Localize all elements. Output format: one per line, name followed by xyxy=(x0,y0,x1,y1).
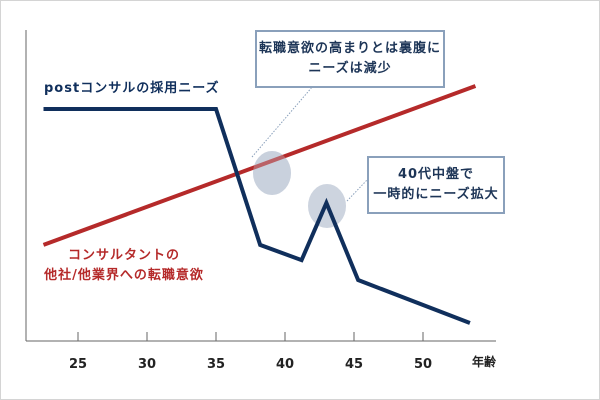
series-label-job-change-line1: コンサルタントの xyxy=(67,248,180,263)
highlight-circle xyxy=(253,151,291,195)
annotation-1-line1: 転職意欲の高まりとは裏腹に xyxy=(258,41,441,56)
annotation-2-line1: 40代中盤で xyxy=(397,167,475,182)
series-label-job-change: コンサルタントの 他社/他業界への転職意欲 xyxy=(44,246,204,286)
leader-line xyxy=(346,179,368,202)
x-axis-label: 年齢 xyxy=(472,354,497,369)
x-tick-label: 25 xyxy=(69,357,87,372)
x-tick-label: 35 xyxy=(207,357,225,372)
annotation-1-line2: ニーズは減少 xyxy=(308,61,392,76)
highlight-circle-overlay xyxy=(253,151,291,195)
annotation-box-1: 転職意欲の高まりとは裏腹に ニーズは減少 xyxy=(255,30,445,88)
series-label-recruit-needs: postコンサルの採用ニーズ xyxy=(44,81,220,96)
series-label-job-change-line2: 他社/他業界への転職意欲 xyxy=(44,268,204,283)
series-line-job-change xyxy=(42,84,477,247)
x-tick-label: 50 xyxy=(414,357,432,372)
x-tick-label: 30 xyxy=(138,357,156,372)
x-tick-label: 40 xyxy=(276,357,294,372)
leader-line xyxy=(251,85,314,158)
series-line-recruit-needs xyxy=(43,106,471,325)
annotation-box-2: 40代中盤で 一時的にニーズ拡大 xyxy=(367,156,505,214)
x-tick-label: 45 xyxy=(345,357,363,372)
annotation-2-line2: 一時的にニーズ拡大 xyxy=(373,187,499,202)
